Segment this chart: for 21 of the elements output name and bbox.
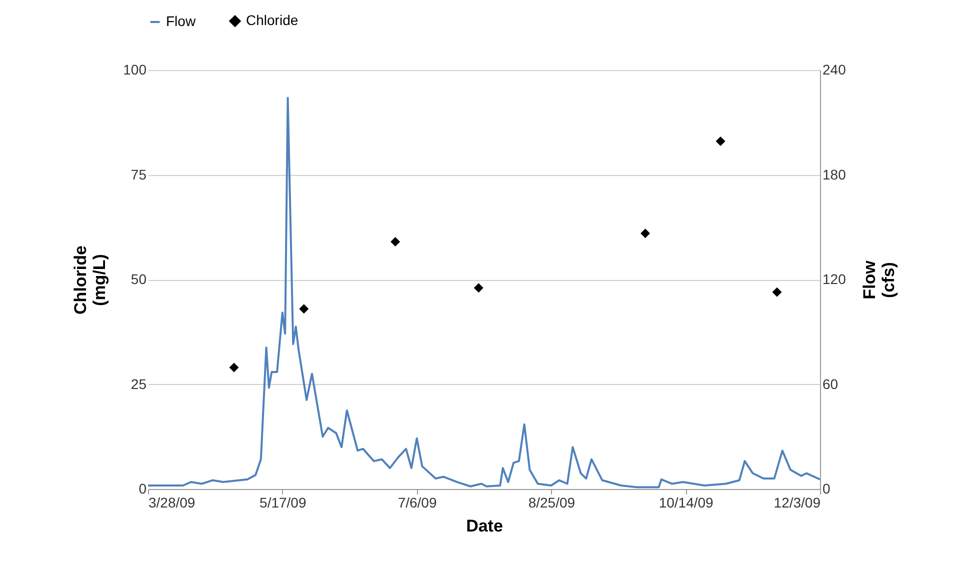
- y-tick-label: 75: [130, 166, 147, 182]
- y-tick-label: 0: [138, 480, 147, 496]
- y-tick-label: 50: [130, 271, 147, 287]
- x-tick-label: 8/25/09: [528, 494, 576, 510]
- legend-label: Flow: [166, 13, 196, 29]
- y-axis-title: Chloride (mg/L): [71, 246, 110, 314]
- x-tick-label: 5/17/09: [260, 494, 306, 510]
- y2-tick-label: 240: [822, 62, 846, 78]
- y2-tick-label: 180: [822, 166, 846, 182]
- y-tick-label: 25: [130, 376, 147, 392]
- x-tick-label: 10/14/09: [658, 494, 714, 510]
- x-tick-label: 7/6/09: [398, 494, 437, 510]
- y2-axis-title: Flow (cfs): [860, 260, 898, 300]
- y2-tick-label: 0: [822, 480, 830, 496]
- legend-label: Chloride: [246, 12, 298, 28]
- x-tick-label: 3/28/09: [148, 494, 196, 510]
- y2-tick-label: 60: [822, 376, 838, 392]
- x-axis-title: Date: [466, 516, 503, 536]
- x-tick-label: 12/3/09: [774, 494, 821, 510]
- y2-tick-label: 120: [822, 271, 846, 287]
- y-tick-label: 100: [123, 62, 147, 78]
